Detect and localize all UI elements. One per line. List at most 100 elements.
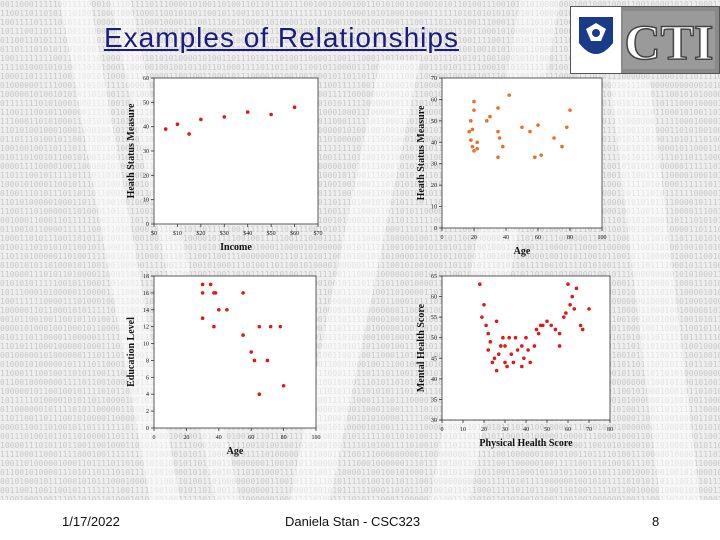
y-tick-label: 20 <box>143 173 149 179</box>
y-tick-label: 10 <box>143 198 149 204</box>
data-point <box>496 155 500 160</box>
data-point <box>200 316 205 321</box>
footer <box>0 500 720 540</box>
x-tick-label: 20 <box>183 435 189 441</box>
data-point <box>484 323 488 328</box>
data-point <box>470 127 475 132</box>
y-tick-label: 14 <box>143 308 149 314</box>
x-tick-label: 100 <box>598 235 607 241</box>
data-point <box>562 315 566 319</box>
x-tick-label: 0 <box>441 235 444 241</box>
chart-income-health: $0 $10 $20 $30 $40 $50 $60 $70 0 10 20 30 40 50 60 Inco… <box>126 76 323 253</box>
x-tick-label: 80 <box>607 427 613 433</box>
data-point <box>526 348 530 352</box>
data-point <box>513 335 518 340</box>
x-tick-label: 10 <box>460 427 466 433</box>
data-point <box>534 327 539 332</box>
data-point <box>469 138 473 142</box>
data-point <box>163 127 168 131</box>
y-tick-label: 55 <box>431 315 437 321</box>
data-point <box>557 344 562 348</box>
y-tick-label: 60 <box>431 97 437 103</box>
x-tick-label: $40 <box>243 230 252 237</box>
y-tick-label: 70 <box>431 76 437 82</box>
data-point <box>199 117 203 122</box>
x-tick-label: 30 <box>502 427 508 433</box>
x-tick-label: 50 <box>544 427 550 433</box>
data-point <box>507 335 511 340</box>
data-point <box>475 146 479 151</box>
x-tick-label: $50 <box>267 230 276 237</box>
data-point <box>545 319 549 324</box>
data-point <box>486 348 490 352</box>
x-tick-label: 40 <box>216 435 222 441</box>
data-point <box>524 335 528 340</box>
plot-area <box>153 275 317 429</box>
y-tick-label: 6 <box>146 375 149 381</box>
data-point <box>520 125 524 130</box>
data-point <box>570 294 574 299</box>
data-point <box>533 155 537 160</box>
data-point <box>252 358 257 363</box>
y-tick-label: 50 <box>431 336 437 342</box>
data-point <box>580 327 585 332</box>
data-point <box>257 392 262 397</box>
y-tick-label: 8 <box>146 358 149 364</box>
data-point <box>496 106 500 110</box>
data-point <box>578 323 583 328</box>
x-tick-label: 60 <box>248 435 254 441</box>
data-point <box>509 352 514 356</box>
data-point <box>472 108 476 112</box>
x-axis-label: Physical Health Score <box>479 438 573 449</box>
data-point <box>200 291 205 295</box>
data-point <box>536 331 541 336</box>
x-tick-label: 20 <box>481 427 487 433</box>
x-tick-label: 100 <box>312 435 321 441</box>
data-point <box>511 360 516 365</box>
data-point <box>536 123 540 127</box>
data-point <box>245 110 250 114</box>
chart-age-education: 0 20 40 60 80 100 0 2 4 6 8 10 12 14 16 18 Age Education … <box>126 274 321 457</box>
plot-area <box>441 275 611 421</box>
y-axis-label: Mental Health Score <box>416 303 427 392</box>
data-point <box>560 144 564 149</box>
y-tick-label: 30 <box>431 418 437 424</box>
y-tick-label: 35 <box>431 397 437 403</box>
data-point <box>505 364 509 369</box>
x-tick-label: $10 <box>173 230 182 237</box>
y-tick-label: 10 <box>143 342 149 348</box>
data-point <box>501 144 505 149</box>
data-point <box>528 360 532 365</box>
x-tick-label: $0 <box>151 230 157 237</box>
logo: CTI <box>570 6 720 74</box>
y-tick-label: 40 <box>431 377 437 383</box>
x-tick-label: 80 <box>567 235 573 241</box>
y-axis-label: Education Level <box>126 317 137 387</box>
data-point <box>520 344 524 348</box>
data-point <box>501 335 505 340</box>
data-point <box>175 122 180 127</box>
data-point <box>217 307 221 312</box>
y-tick-label: 0 <box>146 222 149 228</box>
y-tick-label: 0 <box>434 226 437 232</box>
footer-author: Daniela Stan - CSC323 <box>285 514 421 529</box>
data-point <box>552 136 556 140</box>
data-point <box>278 324 283 329</box>
x-tick-label: $60 <box>290 230 299 237</box>
y-tick-label: 16 <box>143 291 149 297</box>
university-seal-icon <box>579 17 613 54</box>
data-point <box>292 105 297 109</box>
data-point <box>497 136 502 140</box>
x-tick-label: 40 <box>503 235 509 241</box>
y-tick-label: 60 <box>143 76 149 82</box>
data-point <box>490 360 495 365</box>
data-point <box>249 350 253 354</box>
data-point <box>482 303 486 307</box>
data-point <box>222 115 227 119</box>
data-point <box>488 114 492 119</box>
data-point <box>187 132 191 136</box>
data-point <box>568 303 572 307</box>
data-point <box>200 282 205 287</box>
chart-physical-mental: 0 10 20 30 40 50 60 70 80 30 35 40 45 50 55 60 65 Physica… <box>416 274 613 449</box>
x-tick-label: $30 <box>220 230 229 237</box>
